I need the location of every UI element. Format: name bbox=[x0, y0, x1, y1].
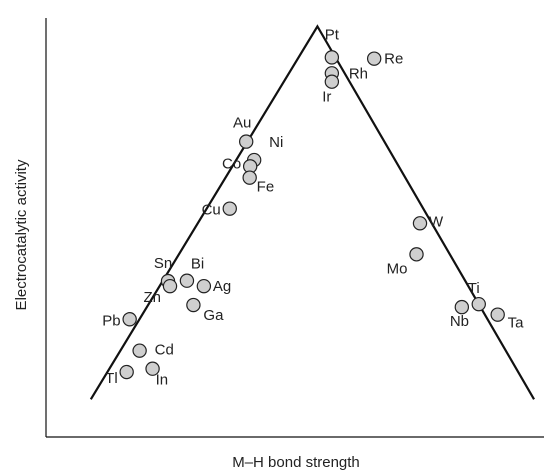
point-ta bbox=[490, 307, 505, 322]
label-bi: Bi bbox=[191, 256, 204, 273]
data-points bbox=[119, 50, 505, 380]
point-pb bbox=[122, 312, 137, 327]
point-ir bbox=[324, 74, 340, 89]
label-nb: Nb bbox=[450, 313, 469, 330]
point-w bbox=[412, 216, 428, 231]
y-axis-label: Electrocatalytic activity bbox=[13, 159, 30, 310]
label-cd: Cd bbox=[155, 342, 174, 359]
label-tl: Tl bbox=[105, 370, 118, 387]
point-labels: Pt Re Rh Ir Au Ni Co Fe Cu W Mo Sn Bi Ag Zn Ga Ti Nb Ta Pb C… bbox=[102, 26, 524, 388]
point-pt bbox=[324, 50, 340, 65]
point-cd bbox=[132, 343, 147, 358]
point-tl bbox=[119, 364, 134, 380]
axes bbox=[45, 18, 544, 438]
label-fe: Fe bbox=[257, 179, 275, 196]
point-in bbox=[145, 361, 160, 376]
label-pt: Pt bbox=[325, 26, 340, 43]
label-sn: Sn bbox=[154, 255, 172, 272]
label-ga: Ga bbox=[203, 307, 224, 324]
label-ta: Ta bbox=[508, 315, 525, 332]
point-re bbox=[366, 51, 382, 66]
point-fe bbox=[242, 170, 257, 185]
label-ti: Ti bbox=[468, 280, 480, 297]
point-ag bbox=[196, 278, 212, 294]
point-nb bbox=[454, 299, 470, 315]
label-mo: Mo bbox=[387, 260, 408, 277]
point-cu bbox=[222, 201, 237, 216]
label-ag: Ag bbox=[213, 278, 231, 295]
point-ga bbox=[186, 297, 201, 313]
label-in: In bbox=[156, 372, 169, 389]
label-w: W bbox=[429, 213, 444, 230]
label-au: Au bbox=[233, 115, 251, 132]
point-zn bbox=[162, 278, 178, 294]
label-ni: Ni bbox=[269, 134, 283, 151]
label-pb: Pb bbox=[102, 312, 120, 329]
point-bi bbox=[179, 273, 195, 288]
label-co: Co bbox=[222, 155, 241, 172]
point-mo bbox=[409, 247, 424, 262]
label-zn: Zn bbox=[143, 289, 161, 306]
label-ir: Ir bbox=[322, 89, 331, 106]
label-cu: Cu bbox=[202, 202, 221, 219]
label-re: Re bbox=[384, 51, 403, 68]
label-rh: Rh bbox=[349, 65, 368, 82]
x-axis-label: M–H bond strength bbox=[232, 454, 360, 471]
point-au bbox=[238, 134, 254, 149]
point-ti bbox=[471, 296, 486, 312]
